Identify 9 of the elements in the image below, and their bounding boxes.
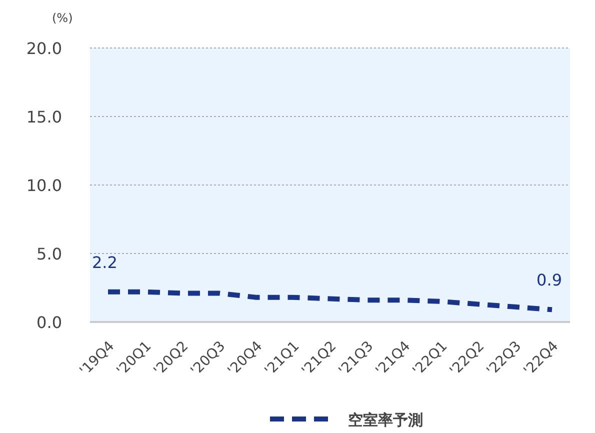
y-tick-label: 15.0: [26, 108, 62, 126]
data-label: 0.9: [536, 270, 562, 290]
y-tick-label: 5.0: [36, 244, 62, 264]
y-tick-label: 10.0: [26, 176, 62, 195]
legend-label: 空室率予測: [348, 411, 423, 429]
data-label: 2.2: [92, 252, 118, 272]
y-axis-title: (%): [52, 11, 73, 25]
y-tick-label: 20.0: [26, 39, 62, 58]
y-tick-label: 0.0: [36, 313, 62, 332]
